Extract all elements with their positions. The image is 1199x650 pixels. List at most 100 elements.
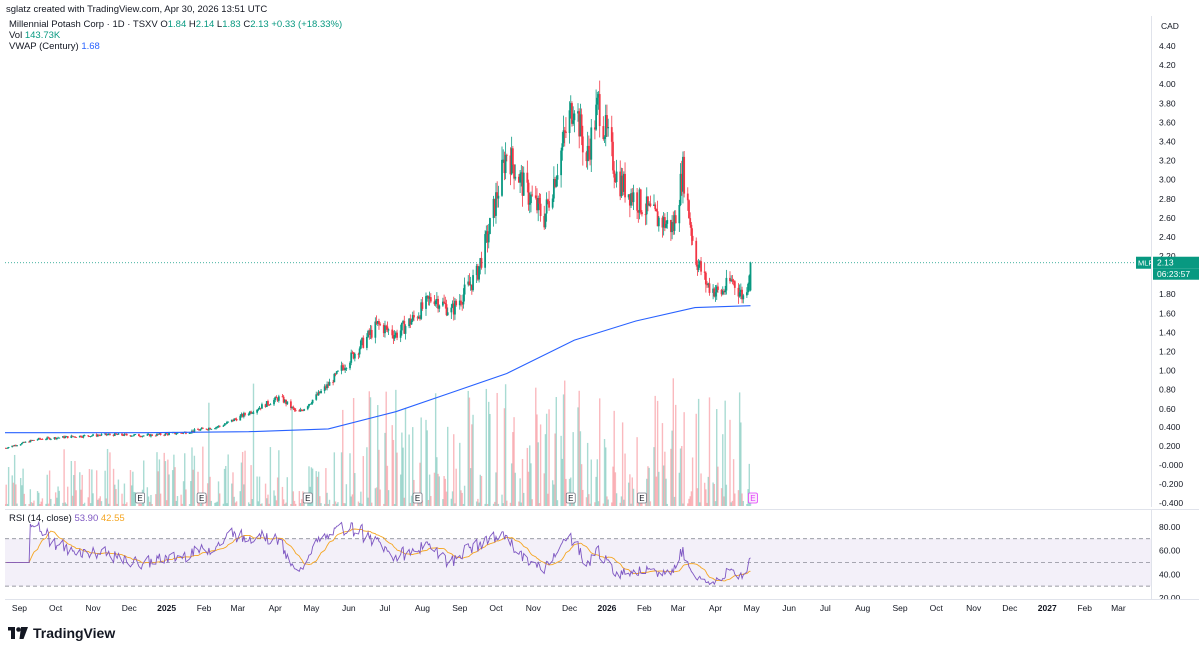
price-axis[interactable]: CAD 4.40 4.20 4.00 3.80 3.60 3.40 3.20 3.00 2.80 2… (1151, 16, 1199, 508)
candle-body (241, 414, 244, 417)
volume-bar (360, 491, 362, 506)
volume-bar (156, 452, 158, 506)
volume-bar (58, 490, 60, 506)
candle-body (656, 211, 659, 227)
candle-body (349, 362, 351, 369)
candle-body (580, 114, 583, 137)
candle-body (151, 434, 154, 436)
candle-body (731, 279, 734, 282)
candle-body (554, 178, 556, 187)
candle-body (378, 321, 380, 325)
volume-legend: Vol 143.73K (9, 30, 60, 41)
volume-bar (472, 414, 474, 506)
earnings-marker: E (302, 492, 313, 504)
candle-body (180, 432, 183, 434)
time-tick-label: Dec (122, 603, 138, 613)
volume-bar (548, 409, 550, 506)
candle-body (63, 436, 66, 439)
countdown-badge (1153, 268, 1199, 280)
candle-body (571, 103, 573, 124)
candle-body (54, 437, 57, 440)
volume-bar (671, 430, 673, 506)
volume-bar (564, 380, 566, 506)
volume-bar (95, 470, 98, 506)
candle-body (215, 427, 218, 429)
volume-bar (489, 413, 491, 506)
candle-body (285, 399, 287, 405)
volume-bar (556, 500, 559, 506)
volume-bar (39, 503, 41, 506)
rsi-axis[interactable]: 80.00 60.00 40.00 20.00 (1151, 509, 1199, 603)
candle-body (250, 411, 252, 414)
volume-bar (391, 425, 393, 506)
tradingview-footer[interactable]: TradingView (8, 625, 115, 641)
candle-body (534, 195, 537, 198)
volume-bar (624, 453, 626, 506)
volume-bar (433, 472, 436, 506)
volume-bar (41, 498, 44, 506)
volume-bar (401, 432, 403, 506)
candle-body (123, 433, 126, 436)
candle-body (122, 435, 125, 437)
volume-bar (311, 468, 314, 506)
volume-bar (631, 477, 633, 506)
candle-body (461, 303, 464, 305)
volume-bar (664, 451, 666, 506)
volume-bar (513, 417, 515, 506)
volume-bar (486, 503, 489, 506)
candle-body (105, 433, 108, 435)
candle-body (353, 353, 356, 359)
candle-body (367, 330, 370, 337)
candle-body (621, 175, 624, 192)
volume-bar (585, 497, 588, 506)
candle-body (748, 275, 751, 284)
candle-body (404, 326, 407, 334)
candle-body (493, 198, 496, 216)
vol-label: Vol (9, 30, 23, 41)
volume-bar (420, 417, 422, 506)
volume-bar (80, 489, 82, 506)
candle-body (696, 264, 699, 270)
candle-body (654, 204, 657, 210)
volume-bar (484, 503, 486, 506)
candle-body (235, 419, 238, 421)
volume-bar (4, 503, 6, 506)
volume-bar (594, 502, 596, 506)
volume-bar (722, 434, 724, 506)
candle-body (95, 434, 98, 437)
volume-bar (122, 503, 124, 506)
time-axis[interactable]: Sep Oct Nov Dec 2025 Feb Mar Apr May Jun Jul Aug Sep… (5, 599, 1199, 616)
candle-body (205, 428, 208, 430)
candle-body (641, 212, 643, 215)
candle-body (40, 439, 43, 440)
candle-body (639, 189, 642, 213)
volume-bar (544, 434, 547, 506)
price-chart-svg[interactable]: E E E E E E E MLP (4, 16, 1156, 507)
rsi-pane[interactable]: RSI (14, close) 53.90 42.55 (5, 509, 1151, 600)
volume-bar (234, 502, 237, 506)
volume-bar (197, 471, 199, 506)
volume-bar (19, 477, 22, 506)
volume-bar (308, 466, 310, 506)
volume-bar (445, 491, 448, 506)
earnings-marker: E (565, 492, 576, 504)
volume-bar (185, 489, 187, 506)
price-pane[interactable]: E E E E E E E MLP Millennial Potash Corp · 1D ·… (4, 16, 1156, 507)
candle-body (234, 418, 237, 420)
candle-body (168, 433, 170, 435)
candle-body (587, 145, 590, 150)
candle-body (551, 198, 554, 208)
candle-body (4, 447, 6, 449)
volume-bar (536, 414, 538, 506)
volume-bar (191, 447, 193, 506)
volume-bar (176, 496, 179, 506)
volume-bar (655, 476, 658, 506)
candle-body (689, 218, 692, 225)
volume-bar (553, 484, 555, 506)
volume-bar (190, 481, 192, 506)
volume-bar (273, 490, 275, 506)
volume-bar (188, 504, 191, 506)
candle-body (568, 110, 571, 134)
rsi-chart-svg[interactable] (5, 510, 1151, 600)
candle-body (725, 277, 728, 291)
